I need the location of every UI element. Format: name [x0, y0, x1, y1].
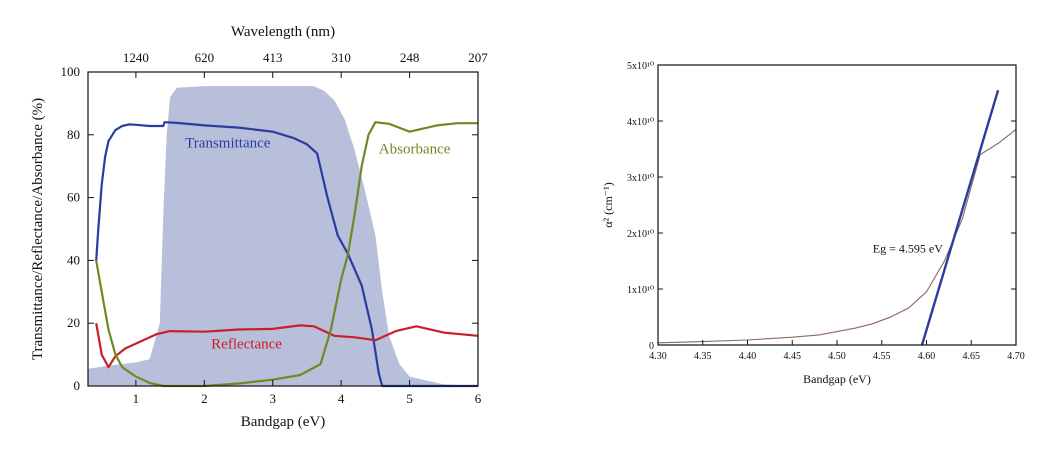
- y-ticks: 0 20 40 60 80 100: [61, 64, 478, 393]
- x-tick-label: 6: [475, 391, 482, 406]
- x-ticks: 4.30 4.35 4.40 4.45 4.50 4.55 4.60 4.65 4.70: [649, 340, 1025, 362]
- y-tick-label: 40: [67, 252, 80, 267]
- x-tick-label: 4.60: [918, 351, 936, 362]
- plot-frame: [657, 64, 1017, 346]
- series-label-reflectance: Reflectance: [211, 336, 282, 352]
- tauc-plot-chart: 4.30 4.35 4.40 4.45 4.50 4.55 4.60 4.65 4.70 0 1x…: [601, 61, 1025, 386]
- top-ticks: 1240 620 413 310 248 207: [123, 50, 488, 78]
- top-tick-label: 207: [468, 50, 488, 65]
- series-line-transmittance: [95, 121, 478, 388]
- y-tick-label: 20: [67, 315, 80, 330]
- x-tick-label: 4.40: [739, 351, 757, 362]
- series-line-absorbance: [95, 121, 478, 388]
- x-tick-label: 4.55: [873, 351, 891, 362]
- shaded-region: [88, 86, 478, 386]
- y-tick-label: 0: [649, 341, 654, 352]
- top-tick-label: 620: [195, 50, 215, 65]
- top-tick-label: 1240: [123, 50, 149, 65]
- x-axis-label: Bandgap (eV): [803, 372, 871, 386]
- x-tick-label: 4.35: [694, 351, 712, 362]
- series-labels: Transmittance Reflectance Absorbance: [185, 135, 451, 352]
- y-tick-label: 100: [61, 64, 81, 79]
- top-tick-label: 413: [263, 50, 283, 65]
- data-line: [657, 128, 1017, 344]
- series-lines: [95, 121, 479, 388]
- y-axis-label: Transmittance/Reflectance/Absorbance (%): [30, 98, 46, 360]
- y-tick-label: 80: [67, 127, 80, 142]
- shaded-area: [88, 86, 478, 386]
- x-tick-label: 4.45: [784, 351, 802, 362]
- x-tick-label: 4.30: [649, 351, 667, 362]
- top-axis-label: Wavelength (nm): [231, 24, 335, 40]
- y-tick-label: 5x10¹⁰: [627, 61, 654, 72]
- series-label-absorbance: Absorbance: [379, 142, 451, 158]
- x-tick-label: 4.65: [963, 351, 981, 362]
- y-tick-label: 4x10¹⁰: [627, 117, 654, 128]
- x-ticks: 1 2 3 4 5 6: [133, 380, 482, 406]
- y-tick-label: 0: [74, 378, 81, 393]
- x-tick-label: 4: [338, 391, 345, 406]
- series-line-reflectance: [95, 323, 479, 369]
- plot-frame: [87, 71, 479, 387]
- y-tick-label: 60: [67, 190, 80, 205]
- y-tick-label: 3x10¹⁰: [627, 173, 654, 184]
- y-tick-label: 1x10¹⁰: [627, 285, 654, 296]
- top-tick-label: 248: [400, 50, 420, 65]
- top-tick-label: 310: [331, 50, 351, 65]
- series-label-transmittance: Transmittance: [185, 135, 271, 151]
- x-tick-label: 3: [269, 391, 276, 406]
- x-axis-label: Bandgap (eV): [241, 414, 326, 430]
- y-tick-label: 2x10¹⁰: [627, 229, 654, 240]
- bandgap-annotation: Eg = 4.595 eV: [873, 242, 943, 256]
- x-tick-label: 4.50: [828, 351, 846, 362]
- y-ticks: 0 1x10¹⁰ 2x10¹⁰ 3x10¹⁰ 4x10¹⁰ 5x10¹⁰: [627, 61, 1016, 352]
- fit-line: [920, 89, 1000, 346]
- x-tick-label: 1: [133, 391, 140, 406]
- series-lines: [657, 89, 1017, 346]
- x-tick-label: 2: [201, 391, 208, 406]
- y-axis-label: α² (cm⁻¹): [601, 182, 615, 227]
- x-tick-label: 5: [406, 391, 413, 406]
- x-tick-label: 4.70: [1007, 351, 1025, 362]
